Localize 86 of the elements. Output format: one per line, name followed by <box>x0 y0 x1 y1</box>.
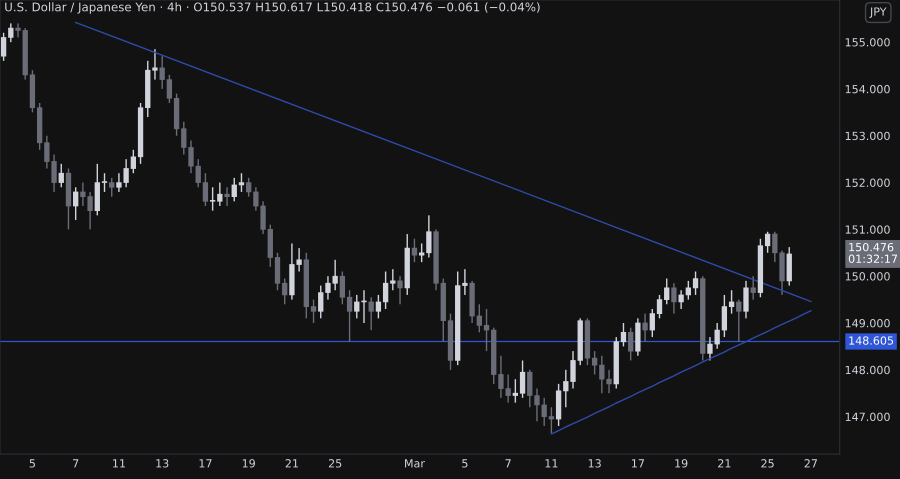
candlestick <box>642 312 648 342</box>
x-tick-label: 19 <box>242 459 255 468</box>
candlestick <box>527 369 532 408</box>
candlestick <box>196 158 201 188</box>
candlestick <box>87 191 93 230</box>
candlestick <box>361 290 367 324</box>
x-tick-label: 11 <box>546 459 558 468</box>
y-tick-label: 151.000 <box>846 225 890 234</box>
x-tick-label: 5 <box>462 459 468 468</box>
candlestick <box>354 294 360 320</box>
text: 150.476 01:32:17 <box>848 242 898 263</box>
candlestick <box>15 22 21 38</box>
candlestick <box>512 378 518 404</box>
candlestick <box>152 48 158 80</box>
candlestick <box>376 294 382 320</box>
candlestick <box>736 298 742 342</box>
x-tick-label: 13 <box>588 459 601 468</box>
x-tick-label: 11 <box>113 459 125 468</box>
x-tick-label: 27 <box>804 459 817 468</box>
candlestick <box>102 172 108 193</box>
candlestick <box>340 270 346 305</box>
x-tick-label: 19 <box>675 459 688 468</box>
x-tick-label: 5 <box>30 459 35 468</box>
x-tick-label: 7 <box>506 459 511 468</box>
candlestick <box>764 231 770 254</box>
candlestick <box>282 278 288 305</box>
y-tick-label: 147.000 <box>846 412 890 422</box>
candlestick <box>728 290 734 314</box>
candlestick <box>498 355 504 399</box>
candlestick <box>692 270 698 296</box>
candlestick <box>743 280 749 320</box>
candlestick <box>260 200 266 235</box>
candlestick <box>346 290 352 342</box>
y-tick-label: 148.000 <box>846 366 890 374</box>
candlestick <box>671 282 677 314</box>
x-tick-label: 7 <box>73 459 78 468</box>
candlestick <box>325 276 331 300</box>
candlestick <box>650 308 655 338</box>
line-series <box>550 310 812 435</box>
candlestick <box>232 177 237 202</box>
candlestick <box>80 182 86 207</box>
candlestick <box>750 276 756 300</box>
candlestick <box>188 140 194 174</box>
candlestick <box>318 284 324 320</box>
candlestick <box>397 276 403 305</box>
x-tick-label: 25 <box>328 459 342 468</box>
candlestick <box>664 278 670 305</box>
candlestick <box>73 186 78 221</box>
candlestick <box>368 296 374 331</box>
chart-title: U.S. Dollar / Japanese Yen · 4h · O150.537 H150.617 L150.418 C150.476 −0.061 (−0.04%) <box>5 2 540 14</box>
candlestick <box>332 259 338 291</box>
candlestick <box>484 308 490 352</box>
candlestick <box>707 336 713 362</box>
y-tick-label: 149.000 <box>846 318 890 328</box>
candlestick <box>181 121 186 156</box>
candlestick <box>520 360 526 399</box>
candlestick <box>656 294 662 320</box>
x-tick-label: 13 <box>156 459 168 468</box>
x-tick-label: Mar <box>405 459 425 468</box>
x-tick-label: 21 <box>286 459 298 468</box>
x-tick-label: 21 <box>718 459 730 468</box>
candlestick <box>116 172 122 193</box>
candlestick <box>412 238 418 263</box>
ref-line-label: 148.605 <box>849 336 894 345</box>
candlestick <box>109 177 114 198</box>
candlestick <box>224 186 230 207</box>
candlestick <box>505 374 511 404</box>
candlestick <box>534 388 540 422</box>
candlestick <box>51 154 57 193</box>
x-tick-label: 17 <box>632 459 644 468</box>
candlestick <box>772 231 778 263</box>
y-tick-label: 152.000 <box>846 178 890 187</box>
candlestick <box>628 327 634 362</box>
y-tick-label: 153.000 <box>846 132 890 140</box>
x-tick-label: 17 <box>200 459 212 468</box>
candlestick <box>202 172 208 207</box>
candlestick <box>238 172 244 193</box>
candlestick <box>296 247 302 272</box>
y-tick-label: 155.000 <box>846 38 890 47</box>
text: JPY <box>869 8 887 18</box>
y-tick-label: 150.000 <box>846 272 890 281</box>
y-tick-label: 154.000 <box>846 84 890 94</box>
x-tick-label: 25 <box>761 459 774 468</box>
candlestick <box>620 322 626 348</box>
candlestick <box>58 163 64 188</box>
candlestick <box>570 350 576 390</box>
